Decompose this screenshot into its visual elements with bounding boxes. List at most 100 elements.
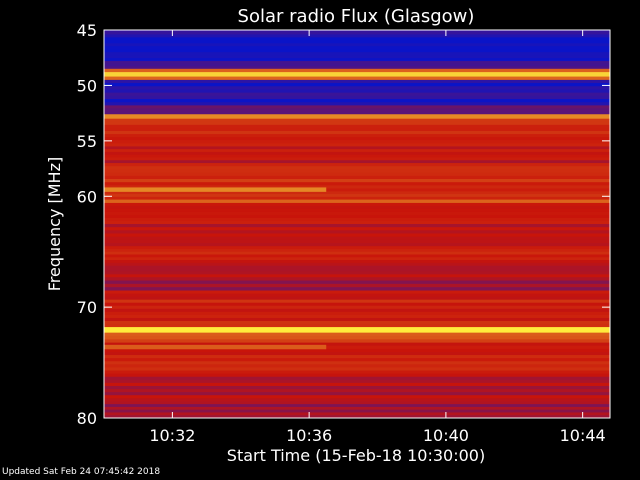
frequency-band-10: [104, 157, 610, 161]
frequency-band-6: [104, 83, 610, 87]
frequency-band-16: [104, 260, 610, 264]
frequency-band-16: [104, 257, 610, 261]
frequency-band-24: [104, 415, 610, 419]
frequency-band-19: [104, 302, 610, 307]
frequency-band-23: [104, 379, 610, 384]
frequency-band-22: [104, 364, 610, 368]
frequency-band-14: [104, 208, 610, 213]
frequency-band-18: [104, 287, 610, 292]
frequency-band-2: [104, 63, 610, 67]
frequency-band-23: [104, 389, 610, 393]
frequency-band-15: [104, 227, 610, 231]
frequency-band-14: [104, 211, 610, 216]
frequency-band-12: [104, 194, 610, 198]
frequency-band-11: [104, 185, 610, 190]
updated-timestamp: Updated Sat Feb 24 07:45:42 2018: [2, 467, 161, 477]
frequency-band-15: [104, 230, 610, 235]
frequency-band-15: [104, 236, 610, 241]
frequency-band-12: [104, 191, 610, 195]
frequency-band-14: [104, 220, 610, 225]
frequency-band-23: [104, 376, 610, 381]
frequency-band-17: [104, 268, 610, 272]
frequency-band-19: [104, 299, 610, 304]
frequency-band-14: [104, 217, 610, 222]
frequency-band-19: [104, 317, 610, 322]
frequency-band-1: [104, 55, 610, 59]
frequency-band-2: [104, 66, 610, 70]
frequency-band-11: [104, 163, 610, 167]
frequency-band-19: [104, 305, 610, 310]
frequency-band-24: [104, 412, 610, 416]
frequency-band-19: [104, 324, 610, 328]
frequency-band-19: [104, 308, 610, 313]
frequency-band-9: [104, 118, 610, 123]
frequency-band-6: [104, 79, 610, 84]
bright-streak-0: [104, 187, 327, 192]
frequency-band-10: [104, 151, 610, 156]
frequency-band-18: [104, 277, 610, 282]
frequency-band-19: [104, 314, 610, 319]
frequency-band-20: [104, 329, 610, 334]
frequency-band-9: [104, 143, 610, 147]
frequency-band-22: [104, 358, 610, 362]
frequency-band-15: [104, 233, 610, 238]
frequency-band-10: [104, 146, 610, 150]
frequency-band-17: [104, 265, 610, 270]
frequency-band-1: [104, 52, 610, 56]
frequency-band-0: [104, 30, 610, 35]
frequency-band-22: [104, 351, 610, 356]
frequency-band-9: [104, 140, 610, 144]
frequency-band-6: [104, 92, 610, 97]
frequency-band-12: [104, 188, 610, 192]
frequency-band-11: [104, 166, 610, 170]
frequency-band-9: [104, 124, 610, 129]
frequency-band-9: [104, 127, 610, 132]
frequency-band-23: [104, 398, 610, 402]
frequency-band-22: [104, 370, 610, 375]
frequency-band-14: [104, 202, 610, 207]
frequency-band-6: [104, 102, 610, 106]
frequency-band-19: [104, 293, 610, 298]
frequency-band-22: [104, 361, 610, 365]
frequency-band-7: [104, 111, 610, 115]
frequency-band-9: [104, 121, 610, 126]
y-axis-label: Frequency [MHz]: [45, 157, 64, 291]
frequency-band-10: [104, 160, 610, 164]
frequency-band-18: [104, 283, 610, 288]
frequency-band-11: [104, 178, 610, 183]
frequency-band-3: [104, 68, 610, 73]
frequency-band-1: [104, 34, 610, 38]
frequency-band-19: [104, 290, 610, 295]
frequency-band-22: [104, 342, 610, 347]
frequency-band-1: [104, 46, 610, 50]
y-axis: 45 50 55 60 70 80: [77, 21, 610, 428]
frequency-band-23: [104, 373, 610, 378]
bright-streak-1: [104, 344, 327, 350]
frequency-band-11: [104, 175, 610, 180]
x-tick-label: 10:40: [423, 426, 469, 445]
frequency-band-9: [104, 134, 610, 138]
frequency-band-7: [104, 108, 610, 112]
frequency-band-8: [104, 114, 610, 120]
frequency-band-19: [104, 296, 610, 301]
frequency-band-12: [104, 196, 610, 201]
frequency-band-21: [104, 339, 610, 344]
x-tick-label: 10:36: [286, 426, 332, 445]
frequency-band-16: [104, 251, 610, 255]
frequency-band-11: [104, 172, 610, 177]
frequency-band-17: [104, 274, 610, 278]
frequency-band-23: [104, 395, 610, 399]
spectrogram-plot-area: [104, 30, 610, 419]
y-tick-label: 80: [77, 409, 97, 428]
frequency-band-15: [104, 243, 610, 247]
frequency-band-6: [104, 86, 610, 90]
frequency-band-16: [104, 254, 610, 258]
frequency-band-21: [104, 335, 610, 340]
x-axis: 10:32 10:36 10:40 10:44: [149, 30, 606, 445]
frequency-band-13: [104, 199, 610, 204]
y-tick-label: 50: [77, 76, 97, 95]
frequency-band-1: [104, 49, 610, 53]
frequency-band-16: [104, 246, 610, 250]
x-tick-label: 10:32: [149, 426, 195, 445]
frequency-band-6: [104, 89, 610, 94]
